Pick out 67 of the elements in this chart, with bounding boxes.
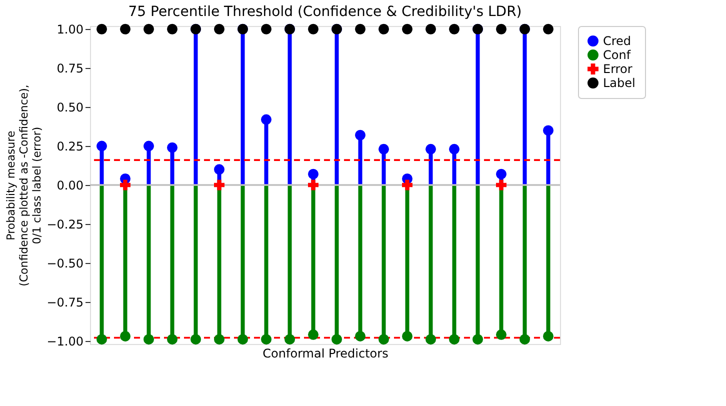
point xyxy=(144,140,154,152)
point xyxy=(214,164,224,175)
point xyxy=(355,330,366,342)
legend-label: Conf xyxy=(603,48,632,62)
point xyxy=(96,140,107,152)
point xyxy=(120,330,130,342)
point xyxy=(378,24,389,34)
point xyxy=(449,334,460,345)
point xyxy=(378,334,389,345)
point xyxy=(472,334,483,345)
point xyxy=(308,24,318,34)
point xyxy=(496,180,506,190)
point xyxy=(355,24,366,34)
point xyxy=(449,144,460,154)
point xyxy=(355,130,366,140)
y-tick-label: 0.25 xyxy=(56,140,84,154)
point xyxy=(426,144,436,154)
point xyxy=(543,24,554,34)
point xyxy=(214,24,224,34)
point xyxy=(402,180,412,190)
y-tick-label: −0.50 xyxy=(46,256,84,270)
point xyxy=(167,142,178,153)
point xyxy=(238,334,248,345)
point xyxy=(543,125,554,136)
point xyxy=(426,24,436,34)
legend-label: Label xyxy=(603,76,636,90)
x-axis-title: Conformal Predictors xyxy=(262,346,388,360)
point xyxy=(120,180,130,190)
point xyxy=(261,114,272,125)
y-tick-label: −1.00 xyxy=(46,334,84,348)
point xyxy=(378,144,389,154)
y-axis-title: Probability measure (Confidence plotted as -Confidence), 0/1 class label (error) xyxy=(4,84,44,286)
point xyxy=(261,334,272,345)
legend-label: Cred xyxy=(603,34,632,48)
point xyxy=(520,334,530,345)
point xyxy=(402,24,412,34)
point xyxy=(167,24,178,34)
y-tick-label: 1.00 xyxy=(56,22,84,37)
point xyxy=(308,329,318,340)
y-tick-label: 0.00 xyxy=(56,178,84,192)
point xyxy=(332,334,342,345)
point xyxy=(144,24,154,34)
y-tick-label: 0.75 xyxy=(56,62,84,76)
point xyxy=(402,330,412,342)
point xyxy=(284,334,295,345)
y-tick-label: −0.75 xyxy=(46,295,84,310)
point xyxy=(144,334,154,345)
point xyxy=(214,334,224,345)
chart-title: 75 Percentile Threshold (Confidence & Credibility's LDR) xyxy=(128,4,522,20)
point xyxy=(496,329,506,340)
point xyxy=(308,180,318,190)
y-tick-label: −0.25 xyxy=(46,217,84,232)
point xyxy=(496,168,506,180)
point xyxy=(190,334,201,345)
point xyxy=(449,24,460,34)
point xyxy=(543,330,554,342)
point xyxy=(96,24,107,34)
y-tick-label: 0.50 xyxy=(56,100,84,115)
legend-label: Error xyxy=(603,62,632,76)
point xyxy=(167,334,178,345)
point xyxy=(308,168,318,180)
point xyxy=(120,24,130,34)
point xyxy=(261,24,272,34)
point xyxy=(426,334,436,345)
point xyxy=(214,180,224,190)
point xyxy=(96,334,107,345)
point xyxy=(496,24,506,34)
